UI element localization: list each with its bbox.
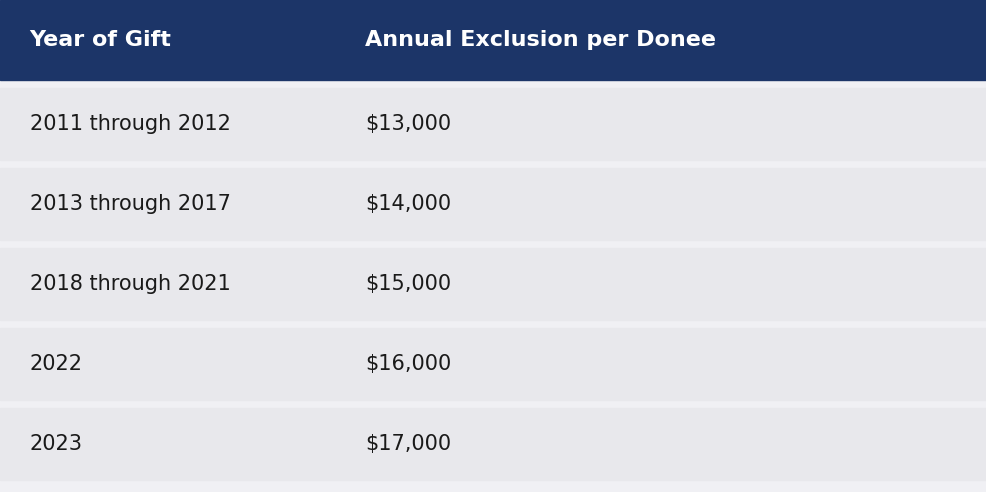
Text: 2023: 2023 <box>30 434 83 454</box>
Text: 2022: 2022 <box>30 354 83 374</box>
Text: $14,000: $14,000 <box>365 194 451 214</box>
Bar <box>0 168 986 240</box>
Text: 2018 through 2021: 2018 through 2021 <box>30 274 231 294</box>
Text: Annual Exclusion per Donee: Annual Exclusion per Donee <box>365 30 716 50</box>
Bar <box>0 0 986 80</box>
Text: $17,000: $17,000 <box>365 434 451 454</box>
Text: $13,000: $13,000 <box>365 114 451 134</box>
Text: $15,000: $15,000 <box>365 274 451 294</box>
Bar <box>0 248 986 320</box>
Bar <box>0 88 986 160</box>
Text: 2013 through 2017: 2013 through 2017 <box>30 194 231 214</box>
Bar <box>0 328 986 400</box>
Bar <box>0 408 986 480</box>
Text: $16,000: $16,000 <box>365 354 451 374</box>
Text: Year of Gift: Year of Gift <box>30 30 172 50</box>
Text: 2011 through 2012: 2011 through 2012 <box>30 114 231 134</box>
